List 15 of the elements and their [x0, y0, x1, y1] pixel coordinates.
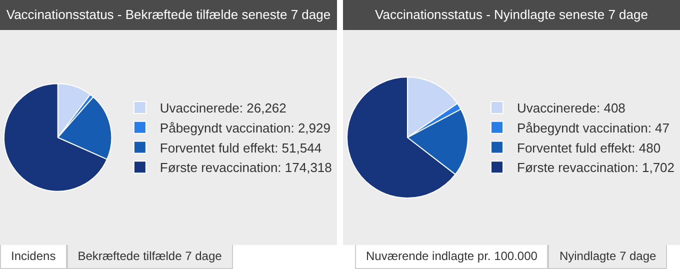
text: Bekræftede tilfælde 7 dage — [66, 245, 233, 269]
legend-label: Første revaccination: 1,702 — [517, 160, 675, 176]
text: Incidens — [0, 245, 67, 269]
chart-title: Vaccinationsstatus - Nyindlagte seneste 7 dage — [343, 0, 680, 30]
legend-label: Uvaccinerede: 26,262 — [160, 100, 286, 116]
text: Nyindlagte 7 dage — [548, 245, 668, 269]
chart-title: Vaccinationsstatus - Bekræftede tilfælde seneste 7 dage — [0, 0, 337, 30]
legend-label: Forventet fuld effekt: 480 — [517, 140, 661, 156]
text: Nuværende indlagte pr. 100.000 — [355, 245, 548, 269]
legend-label: Påbegyndt vaccination: 2,929 — [160, 120, 330, 136]
legend-label: Første revaccination: 174,318 — [160, 160, 332, 176]
legend-label: Forventet fuld effekt: 51,544 — [160, 140, 322, 156]
legend-label: Uvaccinerede: 408 — [517, 100, 626, 116]
pie-slice — [4, 83, 108, 192]
legend-label: Påbegyndt vaccination: 47 — [517, 120, 670, 136]
